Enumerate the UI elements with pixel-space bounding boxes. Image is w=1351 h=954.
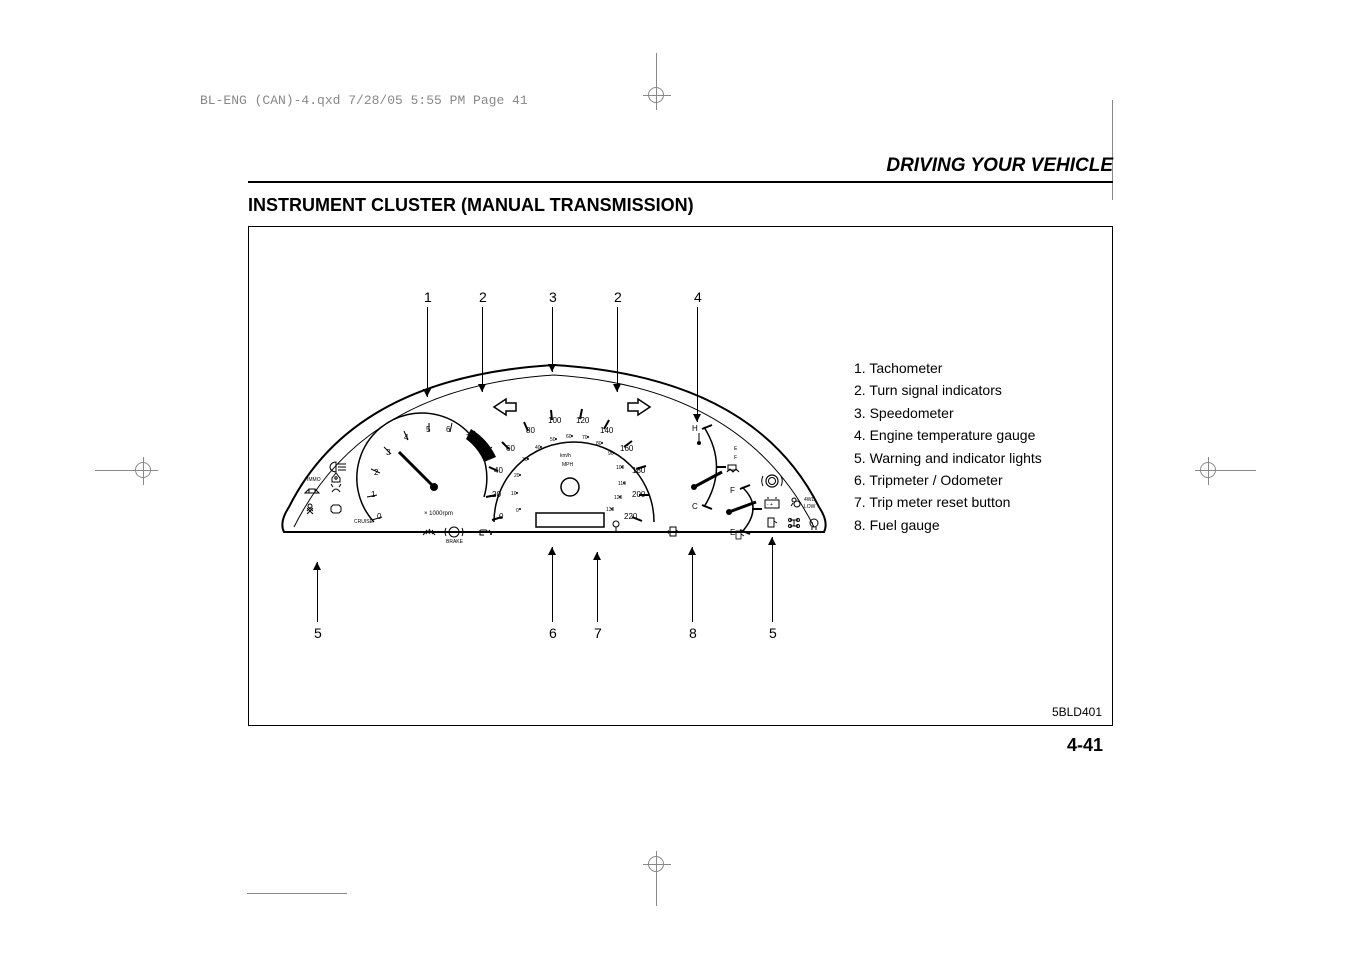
svg-text:BRAKE: BRAKE xyxy=(446,539,464,545)
crop-line-bottom-left xyxy=(247,893,347,894)
svg-text:km/h: km/h xyxy=(560,453,571,459)
low-fuel-icon xyxy=(768,518,777,527)
svg-text:220: 220 xyxy=(624,512,638,521)
fuel-gauge: F E xyxy=(726,485,762,539)
svg-text:20: 20 xyxy=(514,473,520,479)
svg-text:10: 10 xyxy=(511,491,517,497)
turn-signal-left-icon xyxy=(494,399,516,415)
svg-text:× 1000rpm: × 1000rpm xyxy=(424,511,453,517)
washer-icon xyxy=(331,484,341,492)
svg-text:70: 70 xyxy=(582,435,588,441)
svg-text:CRUISE: CRUISE xyxy=(354,519,374,525)
page-title: INSTRUMENT CLUSTER (MANUAL TRANSMISSION) xyxy=(248,195,1113,216)
immo-icon xyxy=(332,473,340,482)
svg-text:- +: - + xyxy=(767,502,773,508)
svg-text:0: 0 xyxy=(377,512,382,521)
bulb-failure-icon: ! xyxy=(810,519,818,530)
legend-item-4: 4. Engine temperature gauge xyxy=(854,424,1042,446)
brake-icon: BRAKE xyxy=(445,527,464,545)
svg-text:E: E xyxy=(734,446,738,452)
right-indicator-panel: - + 4WD LOW xyxy=(762,475,818,530)
instrument-cluster-diagram: 0 1 2 3 4 5 6 7 8 xyxy=(274,347,834,577)
svg-text:MPH: MPH xyxy=(562,462,574,468)
svg-text:E: E xyxy=(730,528,735,537)
legend-list: 1. Tachometer 2. Turn signal indicators … xyxy=(854,357,1042,536)
temp-gauge: H E F C xyxy=(691,424,739,511)
svg-text:120: 120 xyxy=(576,416,590,425)
parking-brake-icon xyxy=(762,475,782,487)
svg-text:110: 110 xyxy=(618,481,626,487)
crop-mark-bottom xyxy=(648,834,678,864)
svg-text:1: 1 xyxy=(371,490,376,499)
page-content: DRIVING YOUR VEHICLE INSTRUMENT CLUSTER … xyxy=(248,155,1113,726)
legend-item-2: 2. Turn signal indicators xyxy=(854,379,1042,401)
section-header: DRIVING YOUR VEHICLE xyxy=(248,155,1113,181)
svg-text:120: 120 xyxy=(614,495,623,501)
page-number: 4-41 xyxy=(1067,735,1103,756)
svg-text:50: 50 xyxy=(550,437,556,443)
svg-text:140: 140 xyxy=(600,426,614,435)
crop-mark-left xyxy=(135,460,195,490)
legend-item-5: 5. Warning and indicator lights xyxy=(854,447,1042,469)
svg-text:80: 80 xyxy=(596,441,602,447)
svg-text:100: 100 xyxy=(616,465,625,471)
svg-text:C: C xyxy=(692,502,698,511)
svg-text:F: F xyxy=(734,455,737,461)
bottom-left-indicators: BRAKE xyxy=(423,527,492,545)
svg-text:LOW: LOW xyxy=(804,504,816,510)
figure-id: 5BLD401 xyxy=(1052,705,1102,719)
tachometer: 0 1 2 3 4 5 6 7 8 xyxy=(357,413,496,522)
seatbelt-icon xyxy=(307,504,313,514)
turn-signal-right-icon xyxy=(628,399,650,415)
preprint-header: BL-ENG (CAN)-4.qxd 7/28/05 5:55 PM Page … xyxy=(200,93,528,108)
svg-text:IMMO: IMMO xyxy=(307,477,321,483)
svg-text:F: F xyxy=(730,486,735,495)
legend-item-3: 3. Speedometer xyxy=(854,402,1042,424)
svg-text:30: 30 xyxy=(522,457,528,463)
svg-text:!: ! xyxy=(812,522,813,528)
legend-item-1: 1. Tachometer xyxy=(854,357,1042,379)
svg-text:60: 60 xyxy=(566,434,572,440)
svg-text:130: 130 xyxy=(606,507,615,513)
left-indicator-panel: IMMO xyxy=(299,459,374,529)
figure-box: 1 2 3 2 4 5 6 7 8 5 xyxy=(248,226,1113,726)
battery-icon: - + xyxy=(765,498,779,508)
divider-line xyxy=(248,181,1113,183)
legend-item-8: 8. Fuel gauge xyxy=(854,514,1042,536)
svg-text:100: 100 xyxy=(548,416,562,425)
awd-icon xyxy=(789,519,800,528)
svg-text:0: 0 xyxy=(516,508,519,514)
headlight-icon xyxy=(330,462,346,472)
svg-text:4WD: 4WD xyxy=(804,497,816,503)
crop-mark-right xyxy=(1156,460,1216,490)
svg-text:40: 40 xyxy=(535,445,541,451)
svg-text:90: 90 xyxy=(608,451,614,457)
legend-item-6: 6. Tripmeter / Odometer xyxy=(854,469,1042,491)
check-engine-icon xyxy=(331,505,341,513)
speedometer: 0 20 40 60 80 100 120 140 160 180 200 22… xyxy=(486,409,654,533)
svg-text:H: H xyxy=(692,424,698,433)
legend-item-7: 7. Trip meter reset button xyxy=(854,491,1042,513)
crop-mark-top xyxy=(634,95,694,155)
